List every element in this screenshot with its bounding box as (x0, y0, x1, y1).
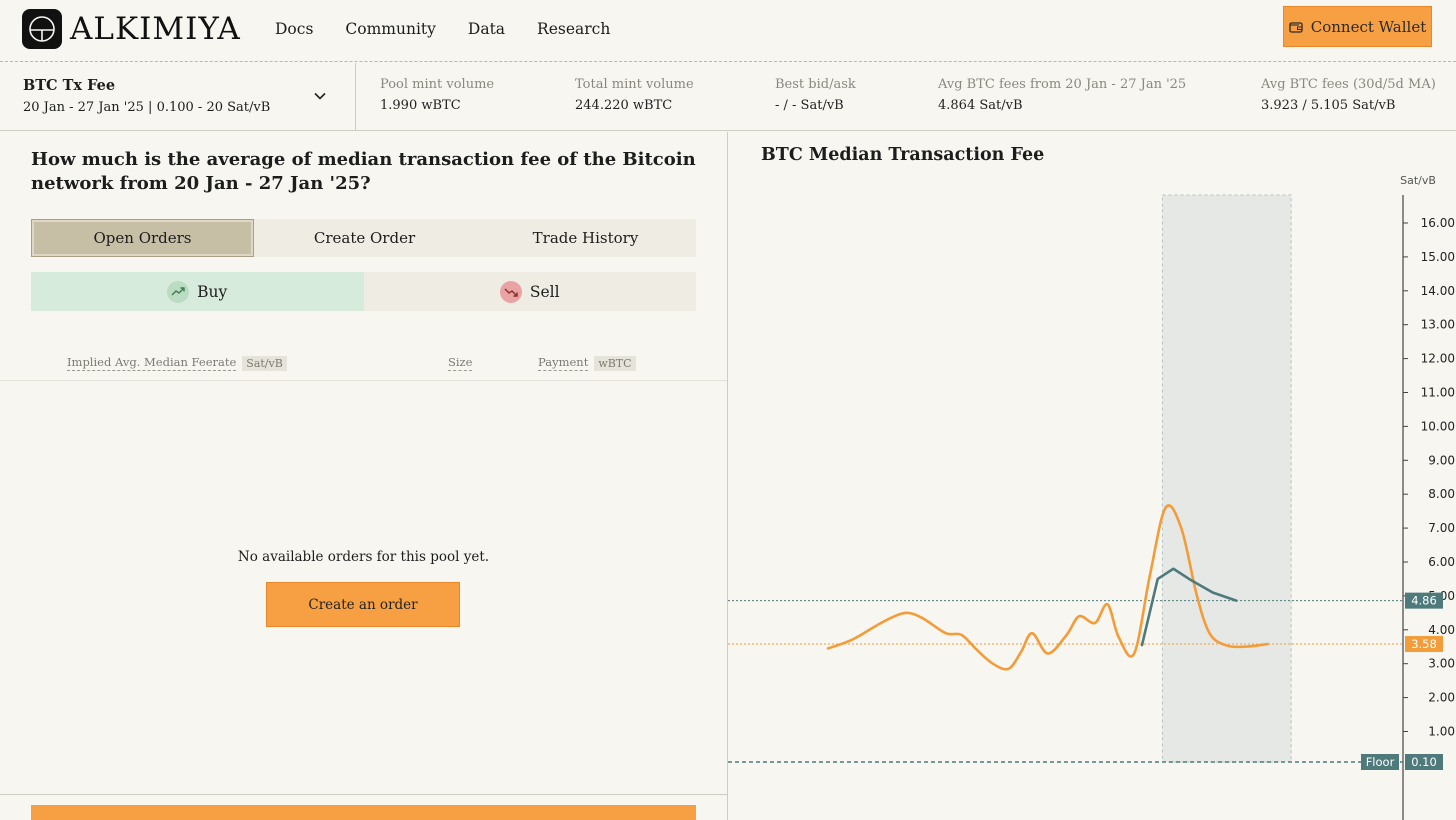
stat-value: - / - Sat/vB (775, 98, 844, 113)
y-tick-label: 8.00 (1428, 487, 1455, 501)
series-line-median-fee (826, 504, 1269, 671)
y-tick-label: 1.00 (1428, 724, 1455, 738)
highlight-period (1161, 194, 1292, 763)
stat-best-bid-ask: Best bid/ask - / - Sat/vB (775, 77, 856, 113)
buy-sell-toggle: Buy Sell (31, 272, 696, 311)
col-payment: Payment wBTC (538, 355, 636, 371)
trend-up-icon (167, 280, 190, 303)
stat-label: Avg BTC fees from 20 Jan - 27 Jan '25 (938, 77, 1187, 92)
sell-label: Sell (529, 282, 560, 301)
chevron-down-icon (314, 92, 326, 100)
top-nav: ALKIMIYA Docs Community Data Research Co… (0, 0, 1456, 62)
stat-value: 3.923 / 5.105 Sat/vB (1261, 98, 1396, 113)
y-tick-label: 6.00 (1428, 555, 1455, 569)
col-payment-unit: wBTC (594, 355, 636, 371)
empty-orders-message: No available orders for this pool yet. (237, 549, 490, 565)
pool-name: BTC Tx Fee (23, 77, 116, 94)
brand-name: ALKIMIYA (70, 11, 241, 47)
y-tick-label: 9.00 (1428, 453, 1455, 467)
pool-selector[interactable]: BTC Tx Fee 20 Jan - 27 Jan '25 | 0.100 -… (0, 63, 356, 131)
pool-question: How much is the average of median transa… (31, 149, 696, 194)
sell-button[interactable]: Sell (363, 272, 696, 311)
nav-data[interactable]: Data (467, 20, 506, 38)
y-tick-label: 13.00 (1421, 318, 1455, 332)
y-tick-label: 4.00 (1428, 623, 1455, 637)
buy-label: Buy (197, 282, 228, 301)
reference-badge (1405, 754, 1443, 770)
wallet-icon (1289, 21, 1303, 33)
y-tick-label: 3.00 (1428, 657, 1455, 671)
buy-button[interactable]: Buy (31, 272, 364, 311)
chart-title: BTC Median Transaction Fee (761, 145, 1045, 165)
pool-subtitle: 20 Jan - 27 Jan '25 | 0.100 - 20 Sat/vB (23, 100, 271, 115)
tab-trade-history[interactable]: Trade History (532, 229, 639, 247)
reference-value: 3.58 (1411, 637, 1437, 651)
col-size: Size (448, 355, 473, 371)
nav-research[interactable]: Research (537, 20, 611, 38)
nav-community[interactable]: Community (345, 20, 436, 38)
stat-value: 244.220 wBTC (575, 98, 673, 113)
floor-badge (1361, 754, 1399, 770)
orders-table-header: Implied Avg. Median Feerate Sat/vB Size … (0, 343, 727, 381)
stat-label: Best bid/ask (775, 77, 856, 92)
reference-value: 4.86 (1411, 594, 1437, 608)
stat-label: Avg BTC fees (30d/5d MA) (1261, 77, 1436, 92)
logo-icon (22, 9, 62, 49)
y-tick-label: 12.00 (1421, 352, 1455, 366)
col-size-label: Size (448, 355, 473, 371)
reference-badge (1405, 636, 1443, 653)
stat-avg-btc-fees-ma: Avg BTC fees (30d/5d MA) 3.923 / 5.105 S… (1261, 77, 1436, 113)
series-line-average-fee (1140, 567, 1238, 647)
connect-wallet-label: Connect Wallet (1310, 17, 1427, 36)
stat-value: 4.864 Sat/vB (938, 98, 1023, 113)
create-order-button[interactable]: Create an order (266, 582, 460, 627)
y-tick-label: 14.00 (1421, 284, 1455, 298)
reference-badge (1405, 592, 1443, 609)
connect-wallet-button[interactable]: Connect Wallet (1283, 6, 1432, 47)
reference-value: 0.10 (1411, 755, 1437, 769)
fee-chart: Sat/vB1.002.003.004.005.006.007.008.009.… (728, 174, 1455, 820)
y-tick-label: 7.00 (1428, 521, 1455, 535)
bottom-bar (0, 794, 727, 820)
order-tabs: Open Orders Create Order Trade History (31, 219, 696, 257)
nav-docs[interactable]: Docs (275, 20, 314, 38)
tab-create-order[interactable]: Create Order (313, 229, 416, 247)
y-tick-label: 2.00 (1428, 691, 1455, 705)
trend-down-icon (499, 280, 522, 303)
floor-label: Floor (1366, 755, 1395, 769)
tab-open-orders[interactable]: Open Orders (31, 219, 254, 257)
nav-links: Docs Community Data Research (275, 20, 642, 38)
y-axis-label: Sat/vB (1400, 174, 1436, 187)
y-tick-label: 16.00 (1421, 216, 1455, 230)
logo[interactable]: ALKIMIYA (22, 9, 241, 49)
pool-info-bar: BTC Tx Fee 20 Jan - 27 Jan '25 | 0.100 -… (0, 63, 1456, 131)
stat-total-mint-volume: Total mint volume 244.220 wBTC (575, 77, 694, 113)
stat-avg-btc-fees-range: Avg BTC fees from 20 Jan - 27 Jan '25 4.… (938, 77, 1186, 113)
col-feerate-unit: Sat/vB (242, 355, 287, 371)
stat-label: Total mint volume (575, 77, 694, 92)
col-payment-label: Payment (538, 355, 589, 371)
y-tick-label: 11.00 (1421, 385, 1455, 399)
y-tick-label: 15.00 (1421, 250, 1455, 264)
bottom-action-button[interactable] (31, 805, 696, 820)
stat-label: Pool mint volume (380, 77, 495, 92)
col-feerate-label: Implied Avg. Median Feerate (67, 355, 237, 371)
stat-value: 1.990 wBTC (380, 98, 461, 113)
col-feerate: Implied Avg. Median Feerate Sat/vB (67, 355, 287, 371)
y-tick-label: 10.00 (1421, 419, 1455, 433)
order-panel: How much is the average of median transa… (0, 132, 728, 820)
stat-pool-mint-volume: Pool mint volume 1.990 wBTC (380, 77, 494, 113)
